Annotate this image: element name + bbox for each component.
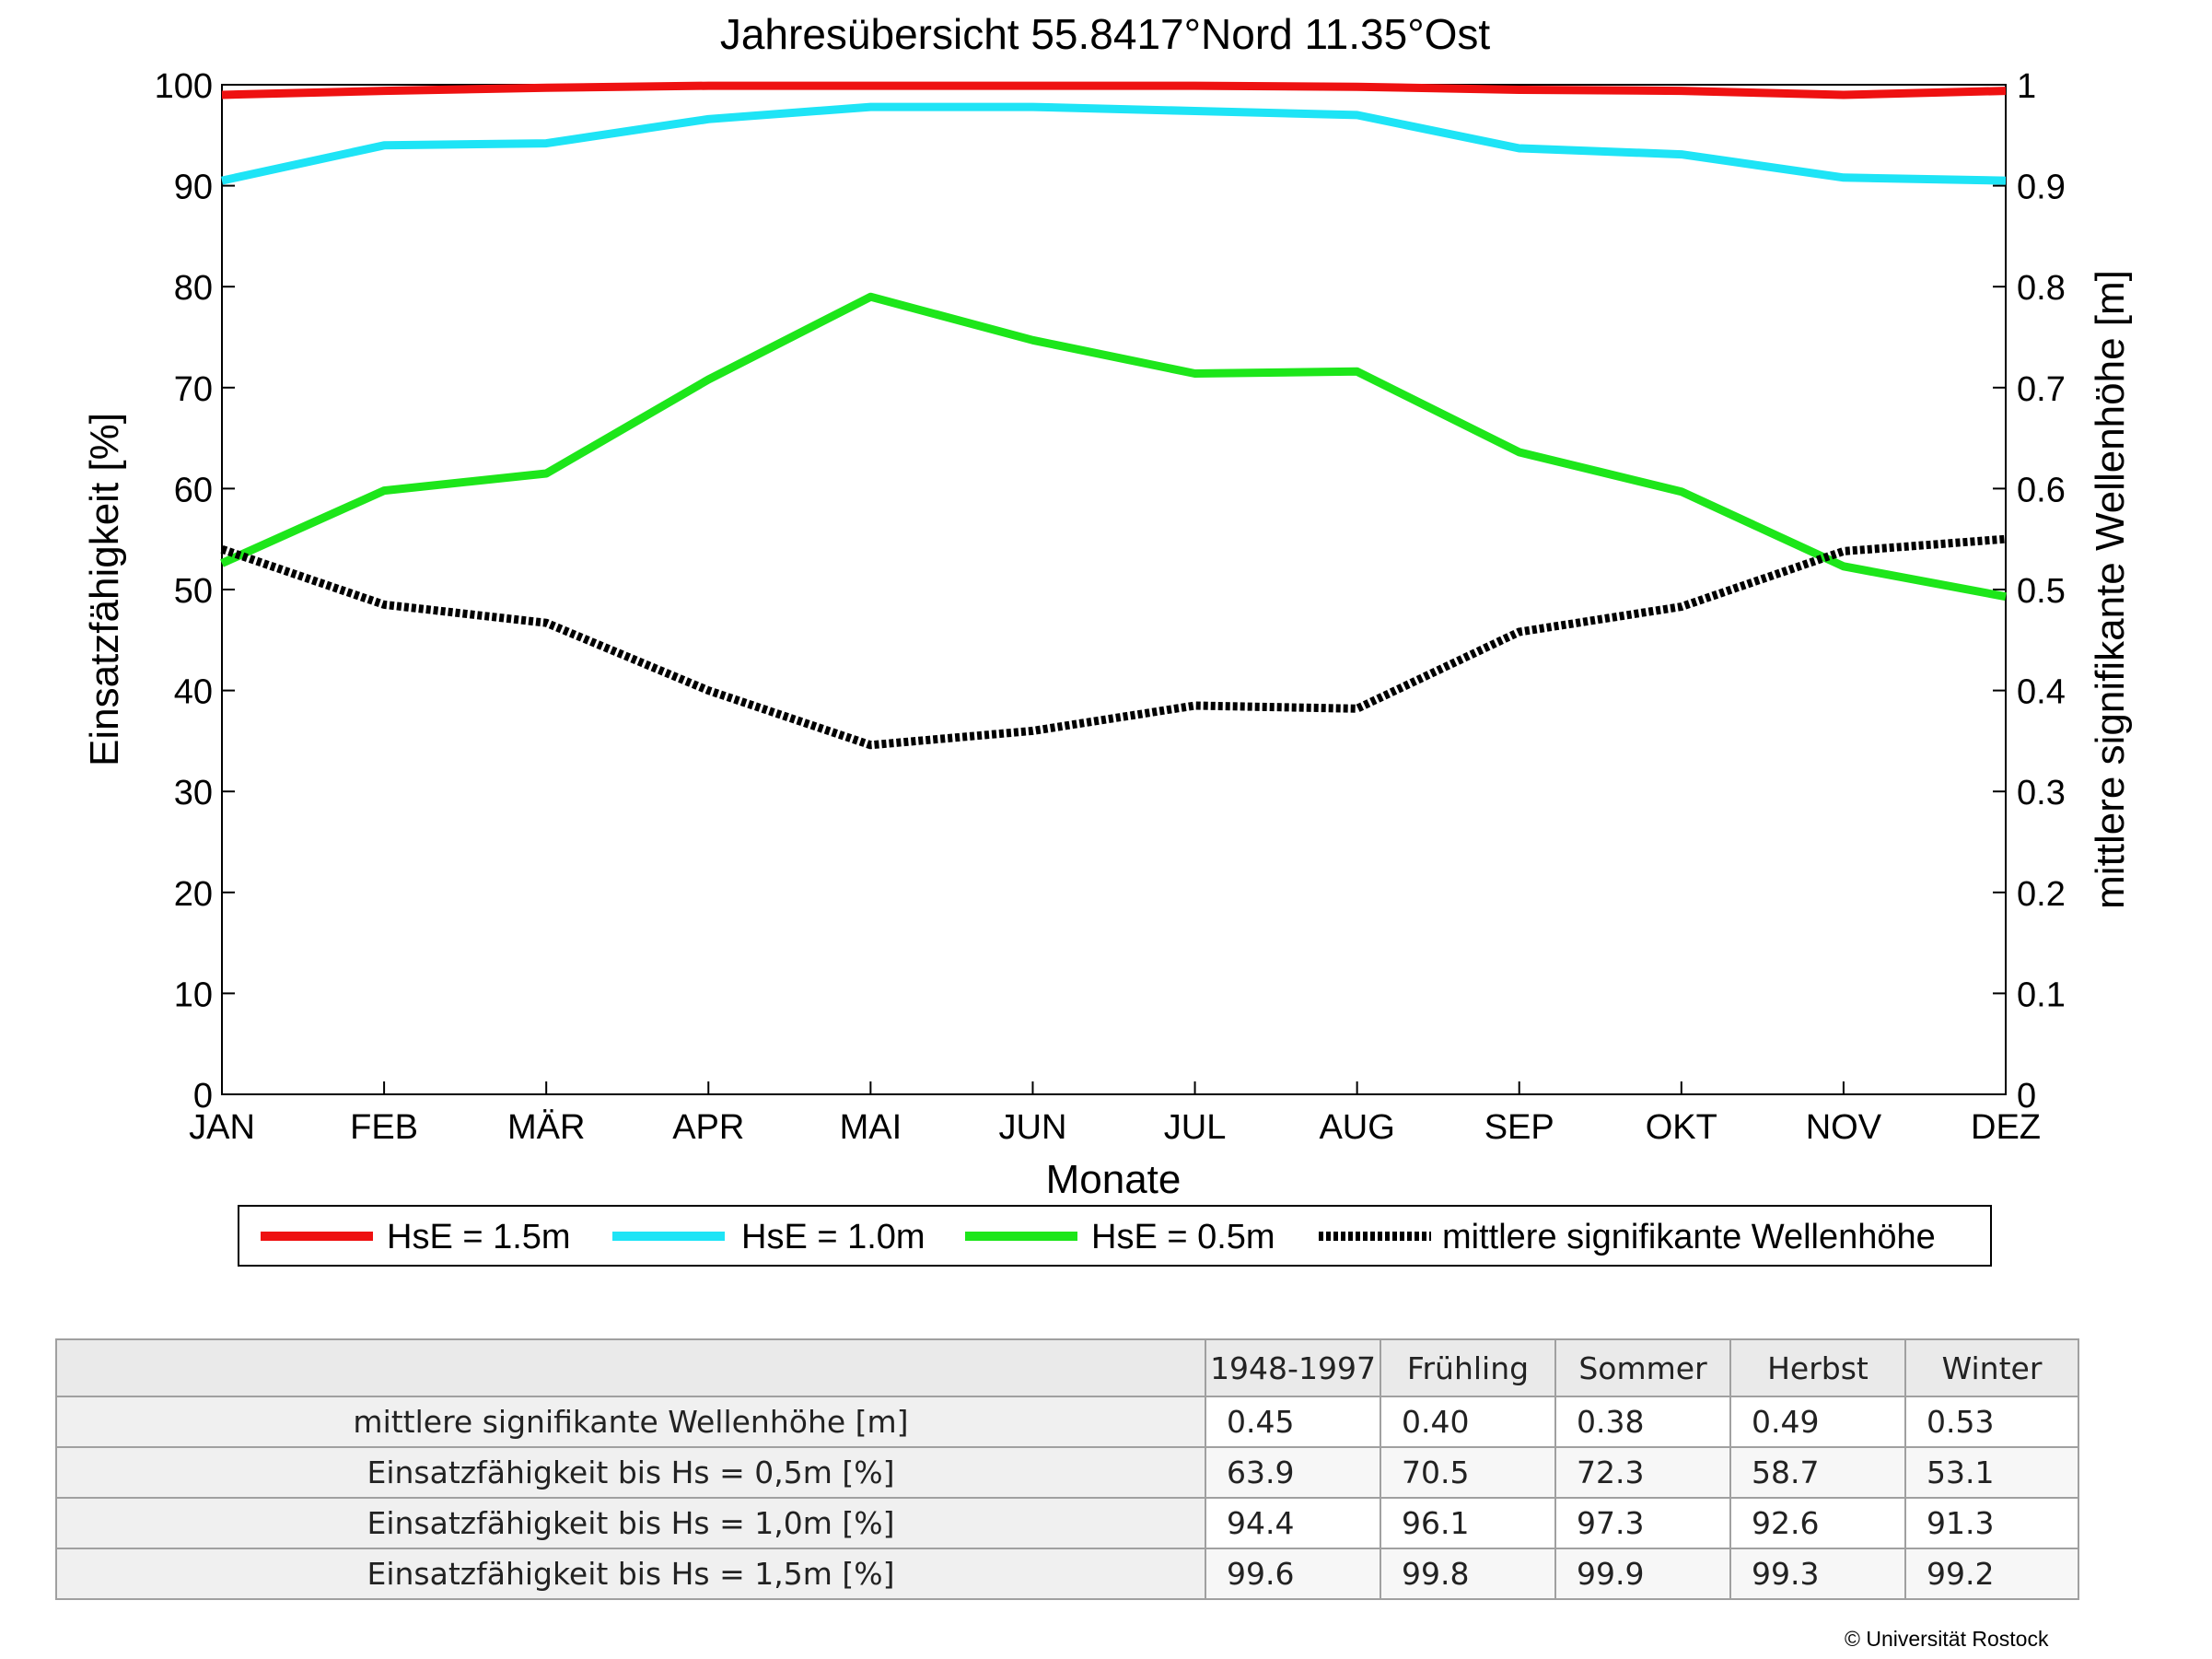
table-cell: 0.53 [1904, 1396, 2079, 1448]
y-axis-label: Einsatzfähigkeit [%] [82, 413, 127, 766]
y-tick-label-right: 0.1 [2017, 976, 2066, 1014]
table-cell: 99.3 [1729, 1548, 1906, 1600]
y-tick-label-right: 0.7 [2017, 370, 2066, 409]
table-cell: 0.45 [1205, 1396, 1381, 1448]
x-tick-label: JUL [1164, 1108, 1227, 1147]
x-tick-label: SEP [1484, 1108, 1554, 1147]
x-tick-label: APR [672, 1108, 744, 1147]
table-cell: 99.2 [1904, 1548, 2079, 1600]
x-tick-label: NOV [1806, 1108, 1882, 1147]
y-tick-label: 90 [174, 169, 213, 207]
y-tick-label: 30 [174, 774, 213, 812]
table-header-row: 1948-1997 Frühling Sommer Herbst Winter [55, 1338, 2079, 1397]
y-tick-label-right: 0.6 [2017, 471, 2066, 509]
y-tick-label: 60 [174, 471, 213, 509]
table-cell: 92.6 [1729, 1497, 1906, 1549]
y-tick-label-right: 0.3 [2017, 774, 2066, 812]
table-cell: 70.5 [1380, 1446, 1556, 1499]
left-axis: 0 10 20 30 40 50 60 70 80 90 100 [155, 67, 235, 1116]
table-row: mittlere signifikante Wellenhöhe [m] 0.4… [55, 1396, 2079, 1448]
table-cell: 94.4 [1205, 1497, 1381, 1549]
table-row: Einsatzfähigkeit bis Hs = 0,5m [%] 63.9 … [55, 1446, 2079, 1499]
y-tick-label: 10 [174, 976, 213, 1014]
x-axis: JAN FEB MÄR APR MAI JUN JUL AUG SEP OKT NOV DEZ [189, 1081, 2041, 1147]
table-cell: 99.9 [1554, 1548, 1731, 1600]
series-layer [220, 81, 2007, 750]
table-cell: 99.8 [1380, 1548, 1556, 1600]
table-row: Einsatzfähigkeit bis Hs = 1,0m [%] 94.4 … [55, 1497, 2079, 1549]
y-tick-label: 100 [155, 67, 213, 106]
y-tick-label-right: 1 [2017, 67, 2036, 106]
y-tick-label: 20 [174, 875, 213, 914]
y-axis-label-right: mittlere signifikante Wellenhöhe [m] [2088, 270, 2133, 909]
copyright-notice: © Universität Rostock [1845, 1627, 2049, 1651]
series-line [221, 81, 2007, 99]
table-cell: 63.9 [1205, 1446, 1381, 1499]
legend-label: HsE = 1.5m [387, 1218, 571, 1256]
table-cell: 0.40 [1380, 1396, 1556, 1448]
table-cell: 0.49 [1729, 1396, 1906, 1448]
row-label: Einsatzfähigkeit bis Hs = 1,5m [%] [55, 1548, 1206, 1600]
x-tick-label: DEZ [1971, 1108, 2041, 1147]
legend: HsE = 1.5m HsE = 1.0m HsE = 0.5m mittlere s… [261, 1218, 1936, 1256]
x-tick-label: OKT [1646, 1108, 1717, 1147]
y-tick-label-right: 0.4 [2017, 673, 2066, 712]
legend-label: HsE = 1.0m [741, 1218, 926, 1256]
y-tick-label-right: 0.2 [2017, 875, 2066, 914]
legend-label: HsE = 0.5m [1091, 1218, 1275, 1256]
x-tick-label: MAI [840, 1108, 902, 1147]
series-line [220, 534, 2007, 750]
y-tick-label: 40 [174, 673, 213, 712]
table-cell: 97.3 [1554, 1497, 1731, 1549]
table-cell: 58.7 [1729, 1446, 1906, 1499]
series-line [221, 102, 2007, 185]
y-tick-label-right: 0 [2017, 1077, 2036, 1116]
x-axis-label: Monate [1046, 1157, 1182, 1202]
y-tick-label: 0 [193, 1077, 213, 1116]
legend-label: mittlere signifikante Wellenhöhe [1442, 1218, 1936, 1256]
table-header: Winter [1904, 1338, 2079, 1397]
y-tick-label: 70 [174, 370, 213, 409]
stats-table: 1948-1997 Frühling Sommer Herbst Winter … [55, 1338, 2079, 1600]
table-cell: 96.1 [1380, 1497, 1556, 1549]
right-axis: 0 0.1 0.2 0.3 0.4 0.5 0.6 0.7 0.8 0.9 1 [1993, 67, 2066, 1116]
table-cell: 72.3 [1554, 1446, 1731, 1499]
table-cell: 91.3 [1904, 1497, 2079, 1549]
x-tick-label: FEB [350, 1108, 418, 1147]
x-tick-label: AUG [1319, 1108, 1394, 1147]
chart-title: Jahresübersicht 55.8417°Nord 11.35°Ost [720, 10, 1491, 58]
row-label: mittlere signifikante Wellenhöhe [m] [55, 1396, 1206, 1448]
table-row: Einsatzfähigkeit bis Hs = 1,5m [%] 99.6 … [55, 1548, 2079, 1600]
y-tick-label: 80 [174, 269, 213, 308]
table-header: Sommer [1554, 1338, 1731, 1397]
y-tick-label: 50 [174, 572, 213, 611]
row-label: Einsatzfähigkeit bis Hs = 1,0m [%] [55, 1497, 1206, 1549]
table-corner-cell [55, 1338, 1206, 1397]
table-cell: 99.6 [1205, 1548, 1381, 1600]
x-tick-label: MÄR [507, 1108, 585, 1147]
y-tick-label-right: 0.5 [2017, 572, 2066, 611]
table-header: Frühling [1380, 1338, 1556, 1397]
row-label: Einsatzfähigkeit bis Hs = 0,5m [%] [55, 1446, 1206, 1499]
x-tick-label: JUN [999, 1108, 1067, 1147]
table-cell: 53.1 [1904, 1446, 2079, 1499]
table-header: 1948-1997 [1205, 1338, 1381, 1397]
table-header: Herbst [1729, 1338, 1906, 1397]
x-tick-label: JAN [189, 1108, 255, 1147]
y-tick-label-right: 0.8 [2017, 269, 2066, 308]
legend-box [238, 1205, 1992, 1267]
series-line [220, 292, 2007, 602]
table-cell: 0.38 [1554, 1396, 1731, 1448]
y-tick-label-right: 0.9 [2017, 169, 2066, 207]
